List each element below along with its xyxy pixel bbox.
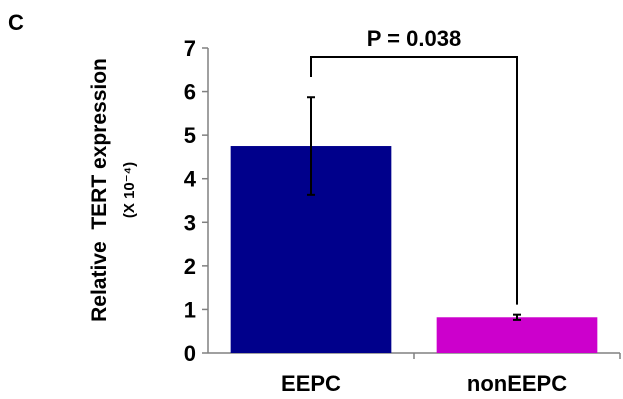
x-tick-label: nonEEPC bbox=[467, 371, 567, 396]
y-tick-label: 7 bbox=[184, 36, 196, 61]
y-tick-label: 3 bbox=[184, 210, 196, 235]
x-tick-label: EEPC bbox=[281, 371, 341, 396]
p-value-annotation: P = 0.038 bbox=[367, 26, 461, 51]
y-axis-units: (X 10⁻⁴) bbox=[121, 162, 138, 218]
y-tick-label: 0 bbox=[184, 341, 196, 366]
y-tick-label: 2 bbox=[184, 254, 196, 279]
y-tick-label: 4 bbox=[184, 167, 197, 192]
bars bbox=[230, 146, 598, 353]
y-axis-label: Relative TERT expression bbox=[88, 58, 111, 322]
panel-label: C bbox=[8, 10, 24, 35]
y-tick-label: 1 bbox=[184, 297, 196, 322]
y-axis-title: Relative TERT expression (X 10⁻⁴) bbox=[88, 58, 138, 322]
y-tick-label: 6 bbox=[184, 80, 196, 105]
bar-noneepc bbox=[436, 317, 598, 353]
error-bars bbox=[307, 96, 521, 321]
significance-bracket: P = 0.038 bbox=[310, 26, 518, 305]
y-tick-label: 5 bbox=[184, 123, 196, 148]
bracket-line bbox=[310, 56, 518, 305]
tick-labels: 0 1 2 3 4 5 6 7 EEPC nonEEPC bbox=[184, 36, 567, 396]
